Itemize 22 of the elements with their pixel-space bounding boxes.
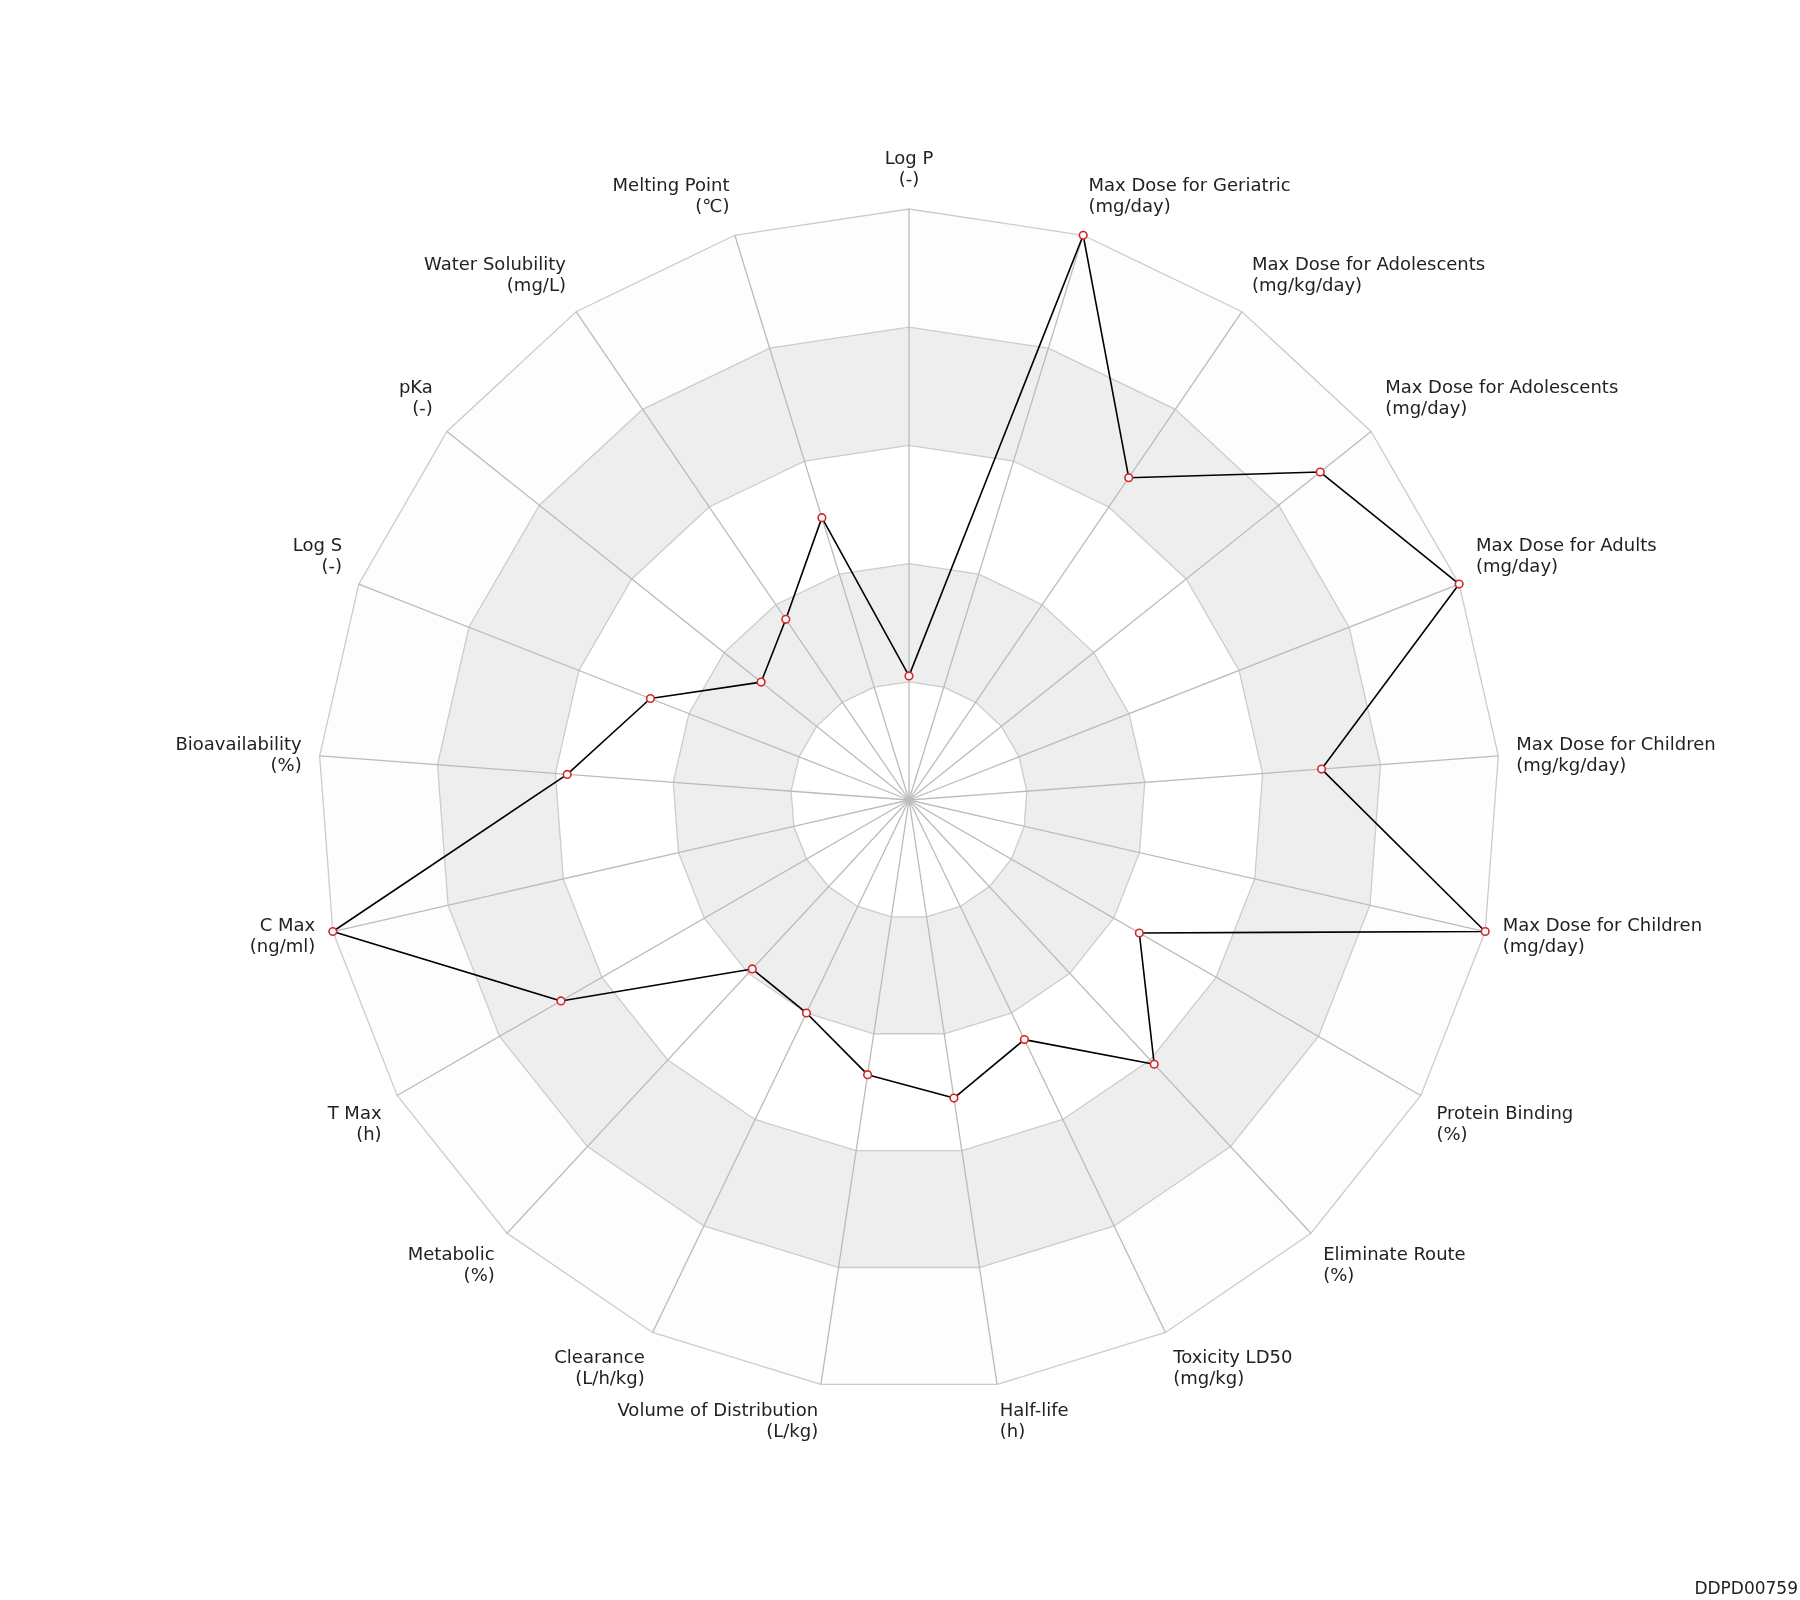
spoke-label: Log S (-)	[292, 533, 343, 576]
spoke-label: Toxicity LD50 (mg/kg)	[1172, 1345, 1293, 1388]
spoke-label: Protein Binding (%)	[1436, 1101, 1574, 1144]
spoke-label: Half-life (h)	[999, 1399, 1069, 1442]
spoke-label: T Max (h)	[326, 1101, 382, 1144]
spoke-label: Max Dose for Adolescents (mg/day)	[1385, 376, 1619, 419]
spoke-label: Volume of Distribution (L/kg)	[617, 1399, 819, 1442]
spoke-label: Max Dose for Children (mg/day)	[1502, 914, 1703, 957]
spoke-label: Metabolic (%)	[407, 1243, 495, 1286]
spoke-label: Eliminate Route (%)	[1323, 1243, 1466, 1286]
spoke-label: Log P (-)	[884, 147, 934, 189]
spoke-label: C Max (ng/ml)	[249, 914, 316, 957]
spoke-label: Clearance (L/h/kg)	[554, 1345, 645, 1388]
spoke-label: Bioavailability (%)	[175, 732, 303, 775]
spoke-label: Max Dose for Children (mg/kg/day)	[1516, 732, 1716, 775]
spoke-label: Max Dose for Geriatric (mg/day)	[1088, 174, 1291, 217]
spoke-label: Max Dose for Adults (mg/day)	[1475, 533, 1657, 576]
spoke-label: Water Solubility (mg/L)	[424, 252, 567, 295]
text: DDPD00759	[1694, 1578, 1798, 1598]
spoke-label: Melting Point (℃)	[612, 174, 730, 217]
spoke-label: Max Dose for Adolescents (mg/kg/day)	[1252, 252, 1486, 295]
spoke-label: pKa (-)	[398, 376, 433, 419]
